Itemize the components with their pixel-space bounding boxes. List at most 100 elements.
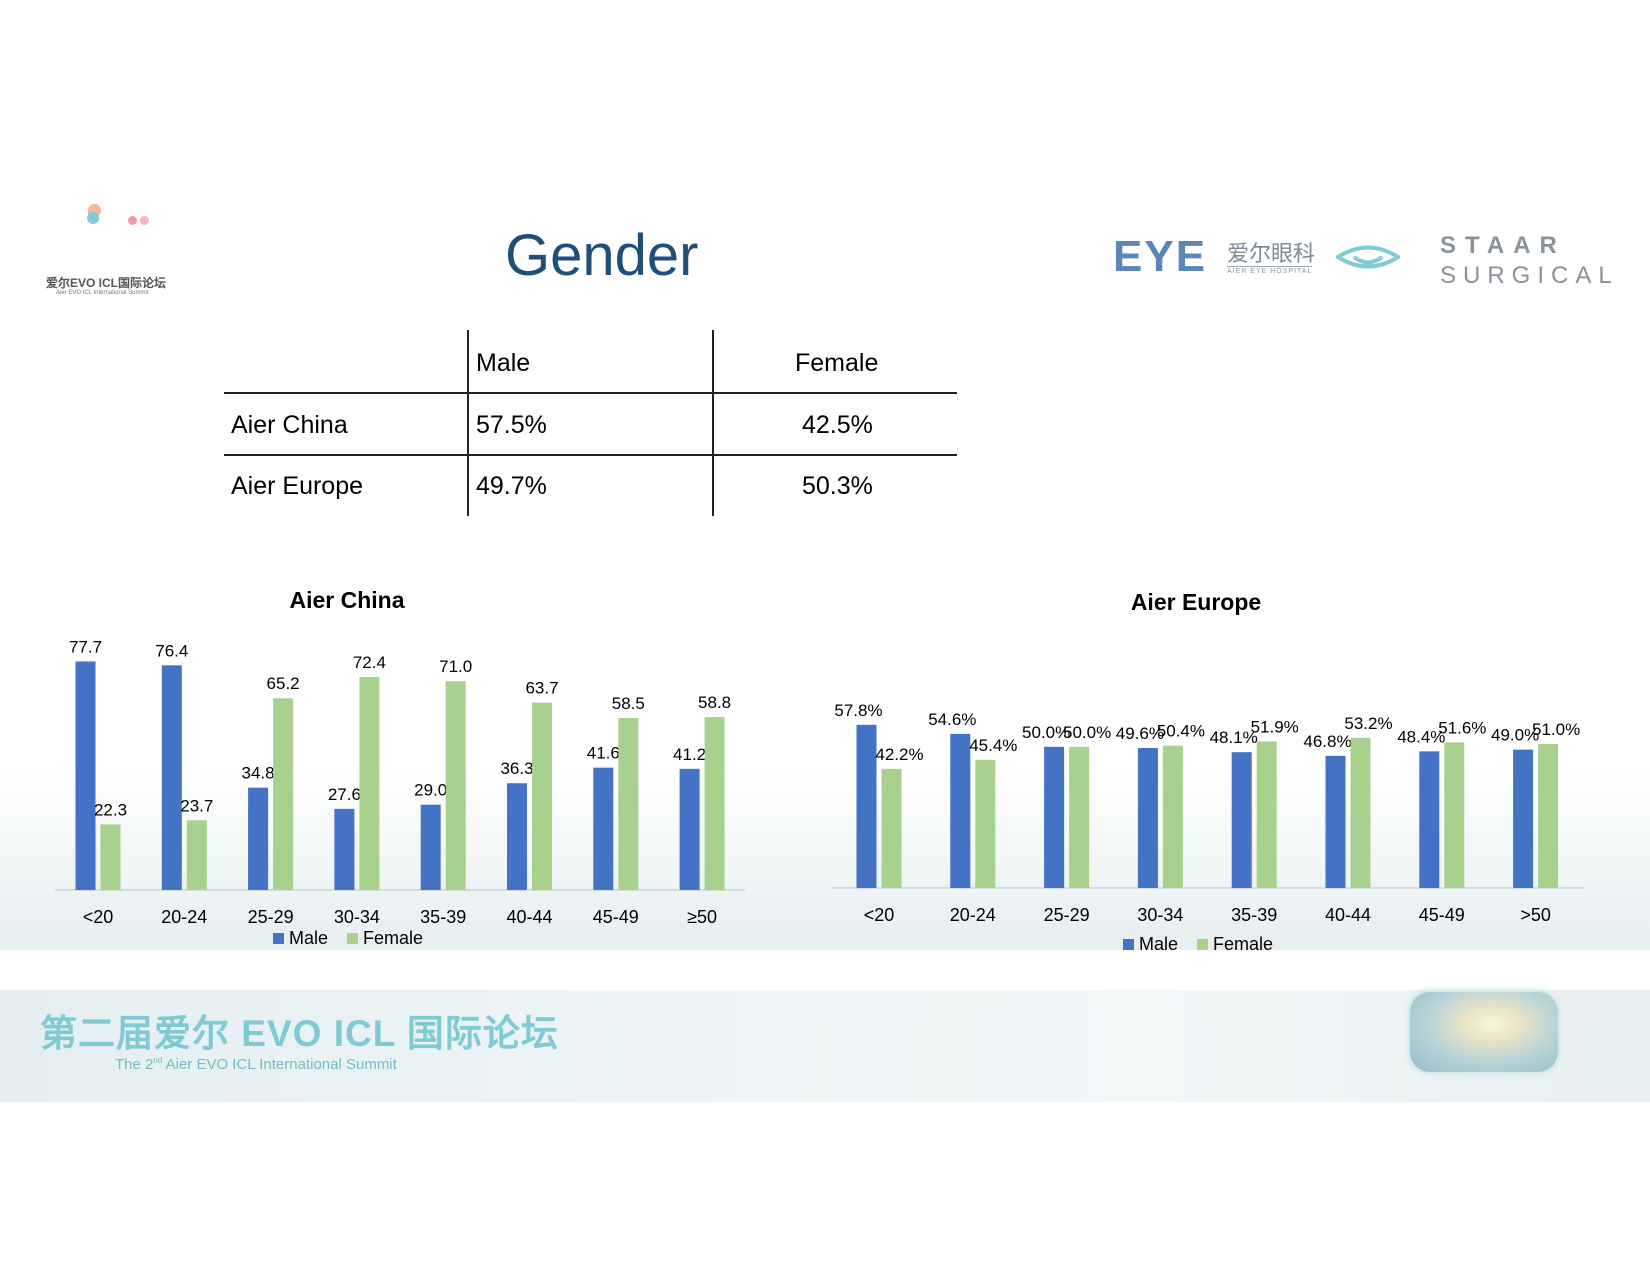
data-label-male: 49.0% — [1491, 726, 1539, 745]
x-tick-label: 40-44 — [506, 907, 552, 927]
footer-lens-image — [1408, 990, 1560, 1074]
footer-en-pre: The 2 — [115, 1056, 154, 1073]
table-header-male: Male — [476, 349, 531, 377]
data-label-female: 51.6% — [1438, 718, 1486, 737]
logo-dot-pink-icon — [128, 216, 137, 225]
bar-male — [1419, 751, 1440, 888]
bar-female — [1350, 737, 1371, 888]
bar-female — [359, 677, 380, 890]
bar-male — [75, 661, 96, 890]
legend-swatch-female — [1197, 939, 1208, 950]
staar-logo-line1: STAAR — [1440, 232, 1566, 259]
table-cell-female: 42.5% — [802, 411, 873, 439]
table-header-female: Female — [795, 349, 879, 377]
bar-female — [100, 824, 121, 890]
staar-eye-icon — [1336, 245, 1400, 269]
data-label-male: 34.8 — [242, 764, 275, 783]
bar-male — [1137, 747, 1158, 888]
x-tick-label: >50 — [1520, 905, 1551, 925]
bar-female — [1444, 742, 1465, 888]
bar-male — [1513, 749, 1534, 888]
x-tick-label: 30-34 — [334, 907, 380, 927]
x-tick-label: 25-29 — [1044, 905, 1090, 925]
summit-logo-en: Aier EVO ICL International Summit — [56, 290, 149, 296]
summit-logo: 爱尔EVO ICL国际论坛 Aier EVO ICL International… — [40, 198, 190, 303]
data-label-male: 29.0 — [414, 781, 447, 800]
bar-female — [881, 768, 902, 888]
data-label-female: 50.4% — [1157, 722, 1205, 741]
eye-hospital-logo: EYE 爱尔眼科 AIER EYE HOSPITAL — [1113, 232, 1315, 282]
bar-male — [161, 665, 182, 890]
bar-male — [593, 767, 614, 890]
x-tick-label: 25-29 — [248, 907, 294, 927]
data-label-male: 48.1% — [1210, 728, 1258, 747]
bar-female — [704, 717, 725, 890]
legend-label-female: Female — [1213, 934, 1273, 954]
legend-label-female: Female — [363, 928, 423, 948]
bar-female — [1162, 745, 1183, 888]
bar-female — [445, 681, 466, 890]
data-label-male: 54.6% — [928, 710, 976, 729]
data-label-female: 50.0% — [1063, 723, 1111, 742]
footer-title-en: The 2nd Aier EVO ICL International Summi… — [115, 1056, 397, 1073]
data-label-female: 51.0% — [1532, 720, 1580, 739]
bar-female — [532, 702, 552, 890]
table-row-label: Aier Europe — [231, 472, 364, 500]
bar-female — [186, 820, 207, 890]
table-cell-male: 57.5% — [476, 411, 547, 439]
data-label-female: 45.4% — [969, 736, 1017, 755]
data-label-female: 72.4 — [353, 653, 386, 672]
bar-male — [950, 733, 971, 888]
bar-female — [1538, 744, 1559, 888]
data-label-female: 42.2% — [875, 745, 923, 764]
table-cell-female: 50.3% — [802, 472, 873, 500]
x-tick-label: 30-34 — [1137, 905, 1183, 925]
page-title: Gender — [505, 223, 699, 288]
summit-logo-zh: 爱尔EVO ICL国际论坛 — [46, 276, 167, 290]
bar-female — [1069, 746, 1090, 888]
bar-female — [618, 717, 639, 890]
data-label-male: 57.8% — [834, 701, 882, 720]
table-divider — [467, 330, 469, 516]
data-label-male: 27.6 — [328, 785, 361, 804]
bar-female — [975, 759, 996, 888]
table-cell-male: 49.7% — [476, 472, 547, 500]
bar-male — [507, 783, 527, 890]
legend-label-male: Male — [289, 928, 328, 948]
x-tick-label: 20-24 — [161, 907, 207, 927]
x-tick-label: 40-44 — [1325, 905, 1371, 925]
footer-en-sup: nd — [153, 1056, 163, 1065]
table-rule — [224, 392, 957, 394]
chart-aier-europe: Aier Europe 57.8% 42.2% <20 54.6% 45.4% 20-24 5… — [832, 589, 1584, 954]
footer-title-zh: 第二届爱尔 EVO ICL 国际论坛 — [40, 1013, 559, 1054]
table-row-label: Aier China — [231, 411, 348, 439]
chart-aier-china: Aier China 77.7 22.3 <20 76.4 23.7 20-24 34.8 65… — [55, 587, 745, 948]
staar-logo-line2: SURGICAL — [1440, 262, 1619, 289]
legend-label-male: Male — [1139, 934, 1178, 954]
eye-logo-en: AIER EYE HOSPITAL — [1227, 266, 1313, 275]
x-tick-label: 20-24 — [950, 905, 996, 925]
data-label-male: 49.6% — [1116, 724, 1164, 743]
eye-logo-mark: EYE — [1113, 232, 1208, 281]
footer-banner — [0, 990, 1650, 1102]
bar-male — [1231, 752, 1252, 888]
data-label-male: 41.2 — [673, 745, 706, 764]
data-label-male: 76.4 — [155, 641, 188, 660]
x-tick-label: 45-49 — [1419, 905, 1465, 925]
bar-male — [334, 808, 355, 890]
data-label-female: 53.2% — [1344, 714, 1392, 733]
data-label-male: 77.7 — [69, 637, 102, 656]
data-label-female: 58.5 — [612, 694, 645, 713]
table-divider — [712, 330, 714, 516]
bar-male — [1044, 746, 1065, 888]
logo-dot-teal-icon — [87, 212, 99, 224]
eye-logo-zh: 爱尔眼科 — [1227, 242, 1316, 267]
bar-male — [679, 768, 700, 890]
bar-male — [248, 787, 269, 890]
data-label-male: 41.6 — [587, 744, 620, 763]
data-label-male: 50.0% — [1022, 723, 1070, 742]
x-tick-label: 45-49 — [593, 907, 639, 927]
bar-male — [1325, 755, 1346, 888]
footer-en-post: Aier EVO ICL International Summit — [162, 1056, 397, 1073]
x-tick-label: 35-39 — [420, 907, 466, 927]
